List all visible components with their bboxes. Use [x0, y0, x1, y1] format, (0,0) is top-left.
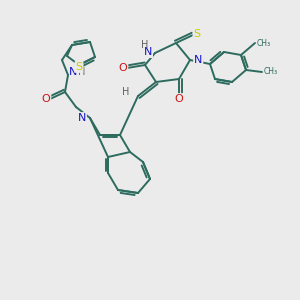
Text: CH₃: CH₃ [257, 38, 271, 47]
Text: O: O [118, 63, 127, 73]
Text: H: H [141, 40, 149, 50]
Text: S: S [194, 29, 201, 39]
Text: S: S [75, 62, 82, 72]
Text: H: H [122, 87, 130, 97]
Text: N: N [69, 67, 77, 77]
Text: N: N [194, 55, 202, 65]
Text: N: N [78, 113, 86, 123]
Text: H: H [78, 67, 85, 77]
Text: CH₃: CH₃ [264, 68, 278, 76]
Text: O: O [175, 94, 183, 104]
Text: N: N [144, 47, 152, 57]
Text: O: O [42, 94, 50, 104]
Text: N: N [144, 47, 152, 57]
